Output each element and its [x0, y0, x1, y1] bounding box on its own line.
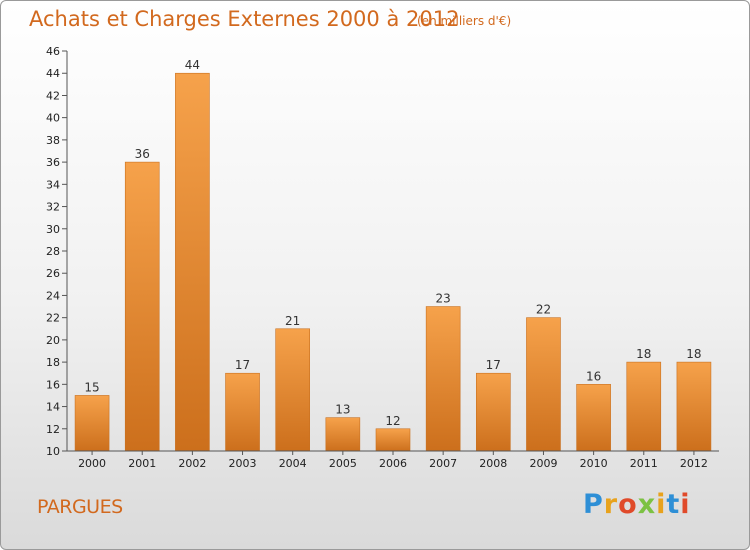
- x-tick-label: 2007: [429, 457, 457, 470]
- y-tick-label: 44: [46, 67, 60, 80]
- y-tick-label: 10: [46, 445, 60, 458]
- y-tick-label: 20: [46, 334, 60, 347]
- commune-name: PARGUES: [37, 496, 123, 518]
- bar-value-label: 36: [135, 147, 150, 161]
- bar-value-label: 21: [285, 314, 300, 328]
- y-tick-label: 30: [46, 223, 60, 236]
- bar-value-label: 22: [536, 303, 551, 317]
- x-tick-label: 2012: [680, 457, 708, 470]
- x-tick-label: 2008: [479, 457, 507, 470]
- x-tick-label: 2010: [580, 457, 608, 470]
- y-tick-label: 36: [46, 156, 60, 169]
- y-tick-label: 40: [46, 112, 60, 125]
- y-tick-label: 38: [46, 134, 60, 147]
- logo-letter: i: [680, 489, 691, 520]
- x-tick-label: 2000: [78, 457, 106, 470]
- bar-value-label: 17: [235, 358, 250, 372]
- y-tick-label: 12: [46, 423, 60, 436]
- y-tick-label: 18: [46, 356, 60, 369]
- bar[interactable]: [526, 317, 561, 452]
- x-tick-label: 2011: [630, 457, 658, 470]
- y-tick-label: 42: [46, 89, 60, 102]
- x-tick-label: 2006: [379, 457, 407, 470]
- y-tick-label: 32: [46, 201, 60, 214]
- bar[interactable]: [275, 328, 310, 452]
- chart-title: Achats et Charges Externes 2000 à 2012: [29, 7, 460, 31]
- bar[interactable]: [425, 306, 461, 452]
- bar[interactable]: [676, 361, 712, 452]
- x-tick-label: 2001: [128, 457, 156, 470]
- bar[interactable]: [626, 361, 662, 452]
- logo-letter: r: [603, 489, 619, 520]
- x-tick-label: 2005: [329, 457, 357, 470]
- y-tick-label: 46: [46, 45, 60, 58]
- bar[interactable]: [325, 417, 361, 452]
- logo-letter: o: [618, 489, 638, 520]
- y-tick-label: 26: [46, 267, 60, 280]
- bar-value-label: 13: [335, 403, 350, 417]
- bar-value-label: 17: [486, 358, 501, 372]
- bar[interactable]: [74, 395, 110, 452]
- bar-value-label: 23: [436, 292, 451, 306]
- y-tick-label: 24: [46, 289, 60, 302]
- unit-label: (en milliers d'€): [417, 14, 512, 28]
- bar[interactable]: [476, 372, 511, 452]
- bar[interactable]: [175, 72, 210, 452]
- bar-value-label: 18: [636, 347, 651, 361]
- y-tick-label: 16: [46, 378, 60, 391]
- bar-value-label: 44: [185, 58, 200, 72]
- bar[interactable]: [225, 372, 260, 452]
- bar[interactable]: [375, 428, 411, 452]
- x-tick-label: 2002: [178, 457, 206, 470]
- x-tick-label: 2004: [279, 457, 307, 470]
- logo-letter: P: [583, 489, 604, 520]
- y-tick-label: 22: [46, 312, 60, 325]
- x-axis: 2000 2001 2002 2003 2004 2005 2006 2007 2008 2009…: [67, 450, 719, 470]
- x-tick-label: 2009: [529, 457, 557, 470]
- bar[interactable]: [576, 384, 611, 452]
- y-tick-label: 34: [46, 178, 60, 191]
- x-tick-label: 2003: [229, 457, 257, 470]
- bar-value-label: 18: [686, 347, 701, 361]
- y-tick-label: 14: [46, 401, 60, 414]
- bar-value-label: 15: [84, 380, 99, 394]
- proxiti-logo[interactable]: Proxiti: [583, 489, 691, 520]
- logo-letter: t: [666, 489, 681, 520]
- logo-letter: x: [637, 489, 657, 520]
- logo-letter: i: [656, 489, 667, 520]
- y-axis: 10 12 14 16 18 20 22 24 26 28 30 32 34 36 38 40 42 44 46: [46, 45, 68, 458]
- bar[interactable]: [124, 161, 160, 452]
- y-tick-label: 28: [46, 245, 60, 258]
- bars-group: 15 36 44 17 21 13 12 23 17 22 16 18 18: [74, 58, 712, 452]
- bar-value-label: 16: [586, 369, 601, 383]
- bar-value-label: 12: [385, 414, 400, 428]
